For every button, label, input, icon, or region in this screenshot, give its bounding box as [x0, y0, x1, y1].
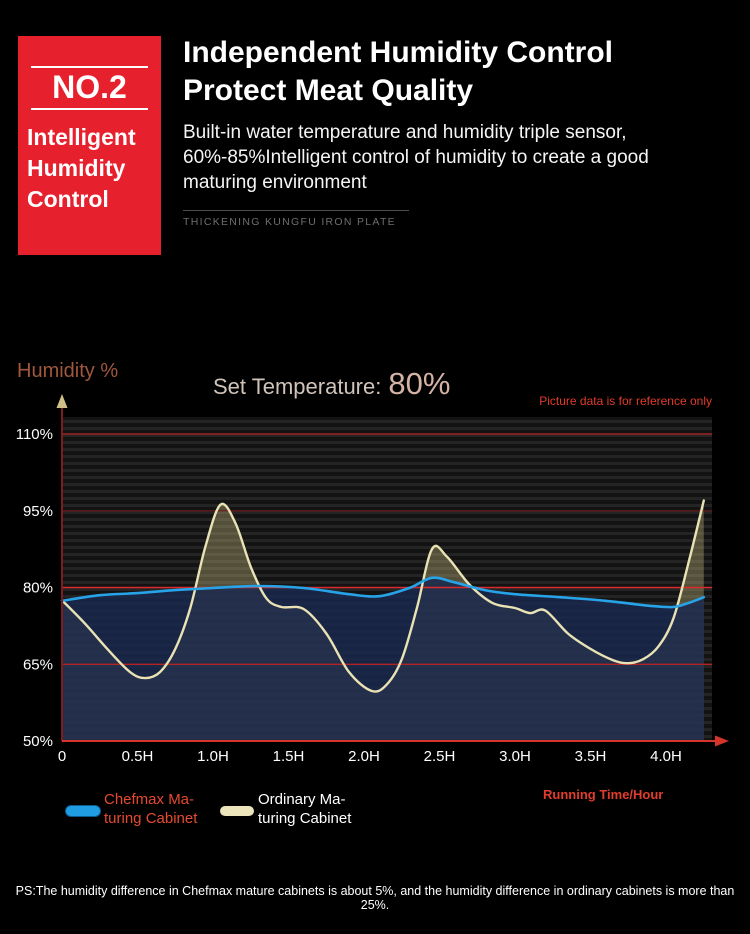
badge-divider-top	[31, 66, 148, 68]
footnote: PS:The humidity difference in Chefmax ma…	[15, 884, 735, 912]
set-temperature-value: 80%	[388, 366, 451, 401]
x-tick-3.0H: 3.0H	[499, 748, 531, 765]
y-tick-labels: 110% 95% 80% 65% 50%	[16, 426, 53, 750]
chefmax-line	[60, 576, 706, 609]
set-temperature-label: Set Temperature:	[213, 374, 382, 399]
y-tick-110%: 110%	[16, 426, 53, 443]
badge-number: NO.2	[52, 69, 127, 105]
badge-title-line-1: Intelligent	[27, 124, 136, 150]
description-line-2: 60%-85%Intelligent control of humidity t…	[183, 147, 649, 168]
y-tick-95%: 95%	[23, 503, 53, 520]
badge-no2: NO.2 Intelligent Humidity Control	[18, 36, 161, 255]
legend-label-ordinary: Ordinary Ma- turing Cabinet	[258, 790, 351, 828]
y-tick-65%: 65%	[23, 656, 53, 673]
disclaimer-text: Picture data is for reference only	[539, 394, 712, 408]
page-title-line-2: Protect Meat Quality	[183, 74, 474, 107]
x-tick-4.0H: 4.0H	[650, 748, 682, 765]
page-title-line-1: Independent Humidity Control	[183, 36, 613, 69]
y-tick-50%: 50%	[23, 733, 53, 750]
badge-divider-bottom	[31, 108, 148, 110]
legend-chefmax-line-1: Chefmax Ma-	[104, 791, 195, 808]
legend-swatch-ordinary	[220, 806, 254, 816]
badge-title-line-2: Humidity	[27, 155, 126, 181]
badge-title: Intelligent Humidity Control	[27, 122, 136, 215]
x-axis-title: Running Time/Hour	[543, 787, 664, 802]
legend-label-chefmax: Chefmax Ma- turing Cabinet	[104, 790, 197, 828]
description-line-1: Built-in water temperature and humidity …	[183, 122, 627, 143]
description: Built-in water temperature and humidity …	[183, 120, 649, 195]
legend-chefmax-line-2: turing Cabinet	[104, 810, 198, 827]
gridlines	[62, 433, 712, 665]
x-axis-arrow-icon	[715, 735, 729, 747]
chefmax-area	[62, 577, 704, 741]
y-axis-arrow-icon	[56, 394, 68, 408]
page-title: Independent Humidity Control Protect Mea…	[183, 34, 613, 110]
x-tick-2.5H: 2.5H	[424, 748, 456, 765]
set-temperature: Set Temperature: 80%	[213, 366, 450, 402]
legend-ordinary-line-1: Ordinary Ma-	[258, 791, 346, 808]
badge-title-line-3: Control	[27, 186, 109, 212]
x-tick-2.0H: 2.0H	[348, 748, 380, 765]
x-tick-3.5H: 3.5H	[575, 748, 607, 765]
x-tick-1.5H: 1.5H	[273, 748, 305, 765]
x-tick-labels: 0 0.5H 1.0H 1.5H 2.0H 2.5H 3.0H 3.5H 4.0H	[58, 748, 682, 765]
ordinary-line	[60, 499, 705, 693]
x-tick-0.5H: 0.5H	[122, 748, 154, 765]
legend-swatch-chefmax	[66, 806, 100, 816]
description-line-3: maturing environment	[183, 172, 367, 193]
caption-text: THICKENING KUNGFU IRON PLATE	[183, 216, 396, 228]
x-tick-1.0H: 1.0H	[197, 748, 229, 765]
y-tick-80%: 80%	[23, 580, 53, 597]
x-tick-0: 0	[58, 748, 66, 765]
legend-ordinary-line-2: turing Cabinet	[258, 810, 352, 827]
caption-block: THICKENING KUNGFU IRON PLATE	[183, 210, 409, 228]
y-axis-title: Humidity %	[17, 360, 119, 382]
